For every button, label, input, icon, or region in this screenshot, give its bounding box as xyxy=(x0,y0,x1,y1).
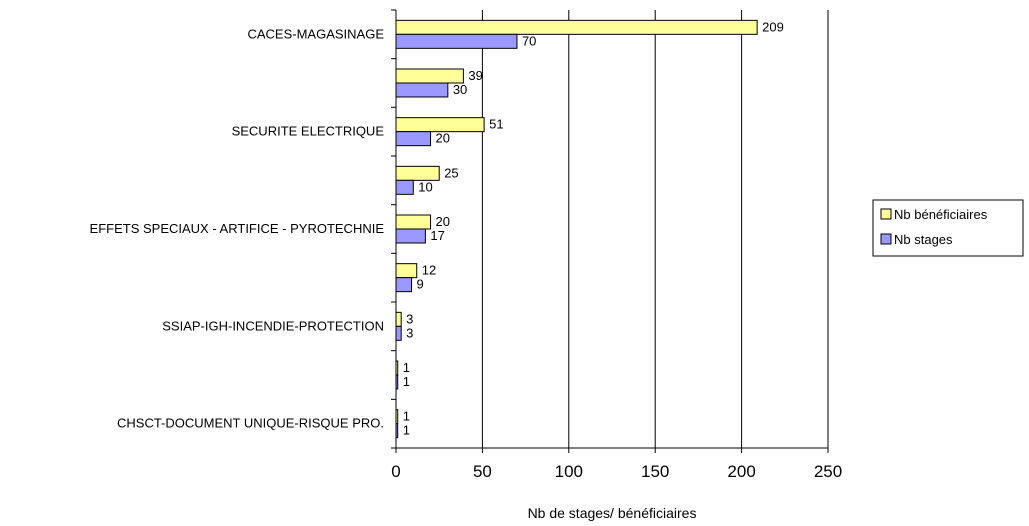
x-tick-label: 0 xyxy=(391,462,400,481)
gridlines xyxy=(481,10,829,448)
data-label: 209 xyxy=(762,19,784,34)
category-label: EFFETS SPECIAUX - ARTIFICE - PYROTECHNIE xyxy=(90,221,385,236)
x-tick-label: 50 xyxy=(473,462,492,481)
bar xyxy=(395,33,518,49)
data-label: 20 xyxy=(436,131,450,146)
legend-box xyxy=(872,199,1024,257)
bar xyxy=(395,214,432,230)
bar xyxy=(395,325,402,341)
x-tick-label: 250 xyxy=(814,462,842,481)
data-label: 1 xyxy=(403,423,410,438)
x-tick-label: 100 xyxy=(555,462,583,481)
bars xyxy=(395,19,758,439)
bar xyxy=(395,311,402,327)
bar xyxy=(395,277,413,293)
x-tick-label: 200 xyxy=(727,462,755,481)
category-label: CHSCT-DOCUMENT UNIQUE-RISQUE PRO. xyxy=(117,416,384,431)
data-label: 39 xyxy=(468,68,482,83)
category-label: SSIAP-IGH-INCENDIE-PROTECTION xyxy=(162,318,384,333)
x-tick-labels: 0 50 100 150 200 250 xyxy=(391,462,842,481)
bar xyxy=(395,179,414,195)
data-label: 17 xyxy=(430,228,444,243)
legend-label-stages: Nb stages xyxy=(894,232,953,247)
data-label: 10 xyxy=(418,179,432,194)
bar xyxy=(395,68,464,84)
bar xyxy=(395,117,485,133)
data-label: 1 xyxy=(403,360,410,375)
data-label: 51 xyxy=(489,117,503,132)
data-label: 70 xyxy=(522,33,536,48)
bar xyxy=(395,131,432,147)
data-label: 20 xyxy=(436,214,450,229)
data-label: 1 xyxy=(403,409,410,424)
category-labels: CACES-MAGASINAGE SECURITE ELECTRIQUE EFFET… xyxy=(90,26,385,430)
bar xyxy=(395,263,418,279)
data-label: 30 xyxy=(453,82,467,97)
legend-swatch-stages xyxy=(880,233,892,245)
data-label: 12 xyxy=(422,263,436,278)
bar xyxy=(395,82,449,98)
legend-label-beneficiaires: Nb bénéficiaires xyxy=(894,207,988,222)
category-label: SECURITE ELECTRIQUE xyxy=(232,124,385,139)
data-label: 1 xyxy=(403,374,410,389)
x-tick-label: 150 xyxy=(641,462,669,481)
axes xyxy=(391,9,829,453)
bar xyxy=(395,165,440,181)
legend: Nb bénéficiaires Nb stages xyxy=(872,199,1024,257)
bar xyxy=(395,19,758,35)
category-label: CACES-MAGASINAGE xyxy=(247,26,384,41)
data-label: 3 xyxy=(406,311,413,326)
data-label: 9 xyxy=(417,277,424,292)
legend-swatch-beneficiaires xyxy=(880,208,892,220)
data-label: 3 xyxy=(406,325,413,340)
x-axis-title: Nb de stages/ bénéficiaires xyxy=(528,505,697,521)
data-label: 25 xyxy=(444,165,458,180)
bar xyxy=(395,228,426,244)
